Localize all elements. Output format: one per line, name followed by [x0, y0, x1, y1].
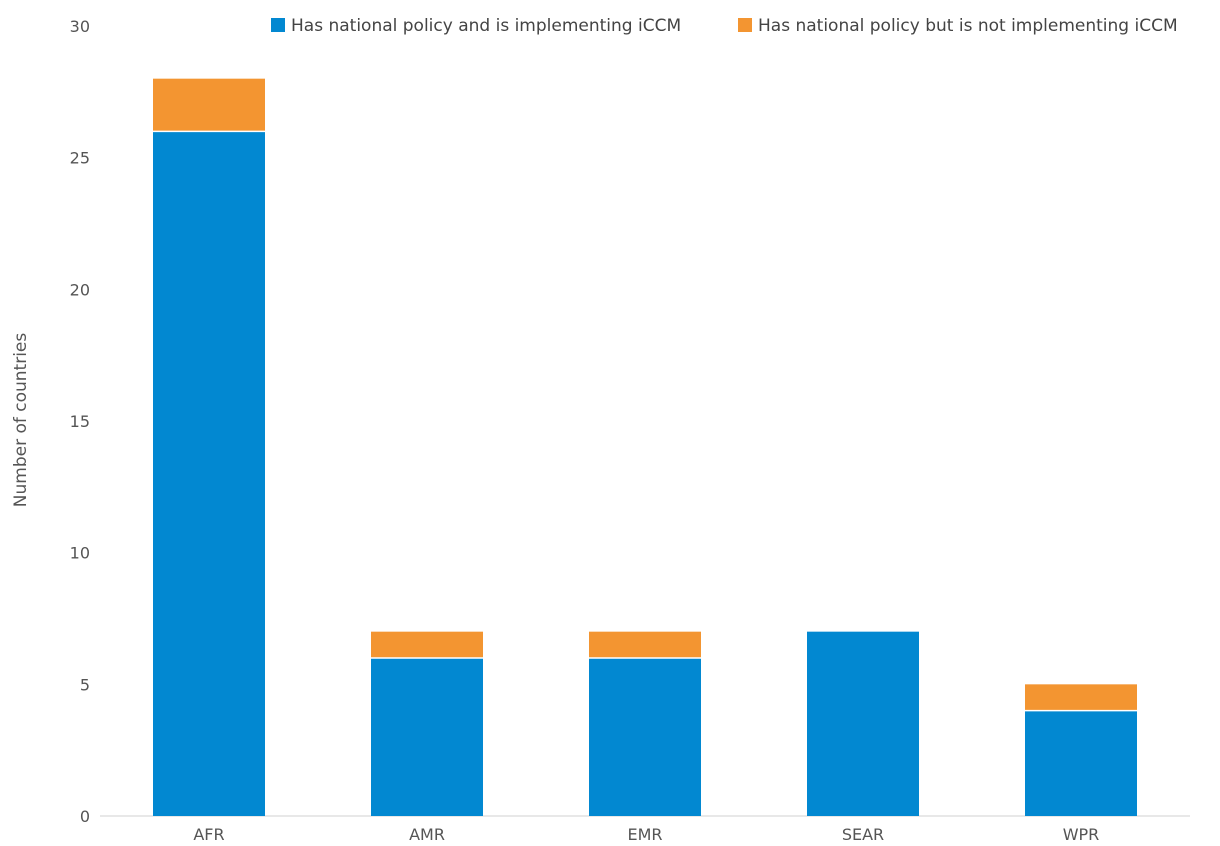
bars [153, 78, 1137, 817]
legend-swatch-implementing [271, 18, 285, 32]
bar-sear-series-0 [807, 631, 919, 816]
legend-swatch-not-implementing [738, 18, 752, 32]
y-axis-title: Number of countries [11, 333, 31, 508]
y-tick-label: 30 [70, 17, 90, 36]
bar-amr-series-1 [371, 631, 483, 658]
y-tick-label: 15 [70, 412, 90, 431]
x-axis-ticks: AFR AMR EMR SEAR WPR [193, 825, 1099, 844]
x-tick-label-wpr: WPR [1063, 825, 1100, 844]
x-tick-label-emr: EMR [627, 825, 662, 844]
y-tick-label: 5 [80, 675, 90, 694]
x-tick-label-amr: AMR [409, 825, 445, 844]
bar-afr-series-1 [153, 78, 265, 132]
legend-label-not-implementing: Has national policy but is not implement… [758, 16, 1178, 36]
legend-label-implementing: Has national policy and is implementing … [291, 16, 681, 36]
bar-wpr-series-0 [1025, 710, 1137, 816]
bar-emr-series-1 [589, 631, 701, 658]
y-tick-label: 10 [70, 544, 90, 563]
bar-amr-series-0 [371, 658, 483, 816]
legend: Has national policy and is implementing … [271, 16, 1178, 36]
x-tick-label-afr: AFR [193, 825, 224, 844]
y-tick-label: 25 [70, 149, 90, 168]
bar-wpr-series-1 [1025, 684, 1137, 711]
y-tick-label: 0 [80, 807, 90, 826]
x-tick-label-sear: SEAR [842, 825, 884, 844]
bar-emr-series-0 [589, 658, 701, 816]
bar-afr-series-0 [153, 131, 265, 817]
y-tick-label: 20 [70, 280, 90, 299]
y-axis-ticks: 0 5 10 15 20 25 30 [70, 17, 90, 826]
